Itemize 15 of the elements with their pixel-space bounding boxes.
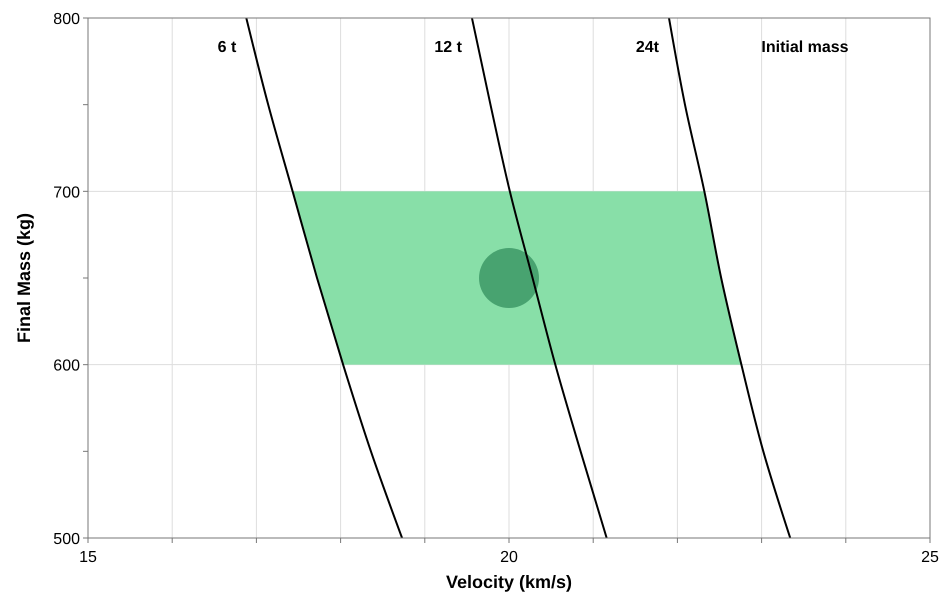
y-axis-title: Final Mass (kg) [14, 212, 34, 344]
y-tick-label: 700 [53, 184, 80, 202]
x-tick-label: 20 [500, 549, 518, 566]
series-label: 12 t [434, 39, 463, 56]
series-label: 24t [636, 39, 660, 56]
line-series [245, 18, 404, 538]
series-label: 6 t [218, 39, 237, 56]
x-axis-title: Velocity (km/s) [446, 572, 572, 592]
y-tick-label: 500 [53, 531, 80, 548]
line-series [470, 18, 608, 538]
y-tick-label: 800 [53, 11, 80, 28]
x-tick-label: 15 [79, 549, 97, 566]
annotation: Initial mass [761, 39, 849, 56]
x-tick-label: 25 [921, 549, 939, 566]
y-tick-label: 600 [53, 358, 80, 375]
